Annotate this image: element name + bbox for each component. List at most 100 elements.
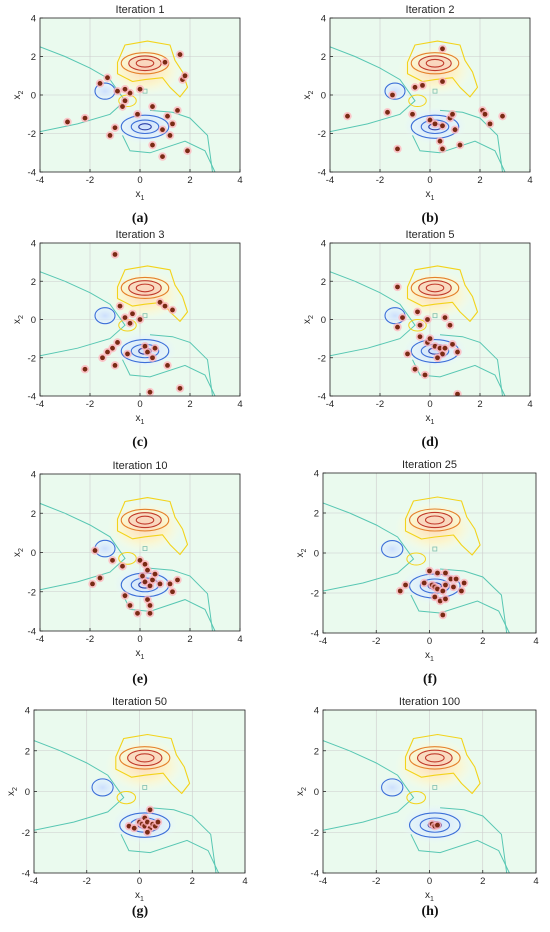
y-axis-label: x2 xyxy=(6,787,19,796)
points xyxy=(396,566,469,620)
y-tick-label: -4 xyxy=(318,168,326,179)
orange-contour xyxy=(120,276,170,300)
data-point xyxy=(147,610,153,616)
data-point xyxy=(165,363,170,368)
teal-contour xyxy=(122,135,216,172)
data-point xyxy=(451,584,456,590)
data-point xyxy=(135,610,140,616)
red-contour-inner xyxy=(424,515,445,525)
teal-contour xyxy=(440,568,508,633)
x-tick-label: -4 xyxy=(36,634,44,645)
x-tick-label: -2 xyxy=(83,876,91,887)
blue-contour-left xyxy=(384,82,406,100)
data-point xyxy=(135,111,140,117)
blue-contour xyxy=(120,114,170,139)
y-tick-label: -4 xyxy=(28,627,36,638)
data-point xyxy=(130,311,135,317)
data-point xyxy=(450,111,455,117)
data-point xyxy=(395,284,400,290)
centre-marker xyxy=(142,313,148,319)
orange-contour xyxy=(119,746,171,770)
centre-marker xyxy=(432,88,438,94)
x-tick-label: 4 xyxy=(527,399,532,410)
centre-marker xyxy=(432,785,438,790)
data-point xyxy=(440,612,446,618)
data-point xyxy=(107,133,113,138)
data-point xyxy=(145,349,150,355)
y-tick-label: 2 xyxy=(321,277,326,288)
orange-contour xyxy=(408,508,461,532)
data-point xyxy=(150,577,155,583)
data-point xyxy=(412,366,418,372)
y-tick-label: 2 xyxy=(31,52,36,63)
data-point xyxy=(177,385,183,391)
panel-f: -4 -2 0 2 4 -4 -2 0 2 4 Iteration 25 x1 x2 (f) xyxy=(295,459,539,687)
x-axis-label: x1 xyxy=(136,189,145,202)
orange-contour xyxy=(120,508,170,532)
yellow-contour xyxy=(116,265,189,322)
y-axis-label: x2 xyxy=(302,90,315,99)
yellow-contour-small xyxy=(408,319,427,332)
y-tick-label: 4 xyxy=(25,706,30,717)
yellow-contour-small xyxy=(406,552,427,566)
x-tick-label: -2 xyxy=(86,399,94,410)
blue-contour-mid xyxy=(419,817,451,833)
y-tick-label: 0 xyxy=(31,315,36,326)
data-point xyxy=(127,320,133,326)
red-contour xyxy=(418,55,452,72)
data-point xyxy=(145,567,150,573)
data-point xyxy=(395,146,400,152)
data-point xyxy=(110,557,115,563)
data-point xyxy=(162,59,168,65)
data-point xyxy=(82,366,88,372)
data-point xyxy=(147,389,153,395)
data-point xyxy=(450,341,455,347)
x-axis-label: x1 xyxy=(136,413,145,426)
data-point xyxy=(415,309,420,315)
x-tick-label: 4 xyxy=(527,175,532,186)
y-axis-label: x2 xyxy=(302,315,315,324)
data-point xyxy=(175,108,180,113)
teal-contour xyxy=(440,807,508,873)
data-point xyxy=(112,363,118,368)
data-point xyxy=(412,84,418,90)
teal-contour xyxy=(439,334,503,396)
data-point xyxy=(448,576,454,582)
y-tick-label: 0 xyxy=(314,787,319,798)
x-axis-label: x1 xyxy=(426,189,435,202)
x-tick-label: -4 xyxy=(326,175,334,186)
data-point xyxy=(117,303,123,309)
blue-contour xyxy=(120,339,170,364)
data-point xyxy=(420,82,425,88)
blue-contour-left xyxy=(381,540,404,558)
data-point xyxy=(122,593,128,599)
x-tick-label: -4 xyxy=(319,636,327,647)
yellow-contour xyxy=(116,40,189,98)
y-tick-label: -2 xyxy=(28,129,36,140)
data-point xyxy=(447,322,453,328)
orange-contour xyxy=(410,276,460,300)
blue-contour-left xyxy=(94,307,116,325)
data-point xyxy=(162,303,168,309)
data-point xyxy=(421,580,427,586)
data-point xyxy=(100,355,105,361)
panel-label: (d) xyxy=(421,435,438,450)
data-point xyxy=(142,561,148,567)
data-point xyxy=(122,86,128,92)
panel-label: (c) xyxy=(132,435,148,450)
yellow-contour-small xyxy=(116,791,137,805)
x-tick-label: 0 xyxy=(427,876,432,887)
x-tick-label: -2 xyxy=(376,399,384,410)
y-tick-label: 2 xyxy=(31,509,36,520)
panel-g: -4 -2 0 2 4 -4 -2 0 2 4 Iteration 50 x1 x2 (g) xyxy=(6,696,248,919)
data-point xyxy=(160,154,165,160)
data-point xyxy=(440,46,445,52)
panel-label: (h) xyxy=(421,904,438,919)
data-point xyxy=(432,121,438,127)
data-point xyxy=(147,583,153,589)
blue-contour-left xyxy=(381,778,404,797)
panel-title: Iteration 25 xyxy=(402,459,457,471)
x-axis-label: x1 xyxy=(135,890,144,903)
panel-label: (a) xyxy=(132,211,149,226)
y-tick-label: -2 xyxy=(311,828,319,839)
